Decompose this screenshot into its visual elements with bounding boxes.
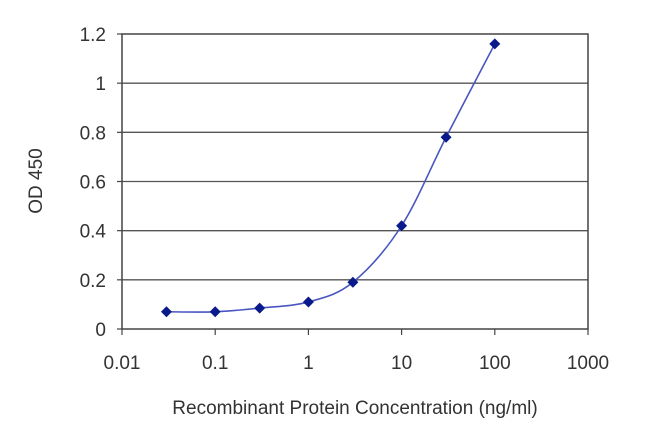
y-tick-label: 0.6	[80, 173, 106, 194]
x-tick-label: 0.01	[104, 353, 141, 374]
x-tick-label: 100	[479, 353, 511, 374]
x-tick-label: 10	[391, 353, 412, 374]
data-point-6	[440, 131, 452, 143]
data-point-2	[254, 302, 266, 314]
y-tick-label: 0.2	[80, 271, 106, 292]
y-tick-label: 0	[95, 320, 106, 341]
x-axis-ticks: 0.01 0.1 1 10 100 1000	[104, 329, 609, 374]
y-tick-label: 1	[95, 74, 106, 95]
data-point-1	[209, 306, 221, 318]
y-axis-ticks: 0 0.2 0.4 0.6 0.8 1 1.2	[80, 25, 122, 341]
x-tick-label: 1	[303, 353, 314, 374]
y-tick-label: 1.2	[80, 25, 106, 46]
x-axis-title: Recombinant Protein Concentration (ng/ml…	[172, 398, 537, 419]
data-point-5	[396, 220, 408, 232]
x-tick-label: 1000	[567, 353, 609, 374]
data-point-3	[302, 296, 314, 308]
y-axis-title: OD 450	[26, 148, 47, 213]
gridlines	[122, 82, 588, 281]
data-point-4	[347, 276, 359, 288]
data-point-7	[489, 38, 501, 50]
series-line	[166, 43, 496, 313]
series-group	[160, 38, 501, 318]
y-tick-label: 0.8	[80, 123, 106, 144]
x-tick-label: 0.1	[202, 353, 228, 374]
data-point-0	[160, 306, 172, 318]
y-tick-label: 0.4	[80, 222, 107, 243]
